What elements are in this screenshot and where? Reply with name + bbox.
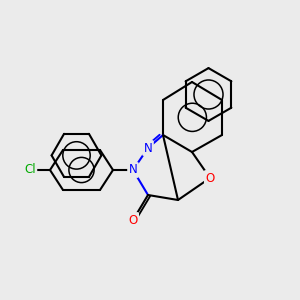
Text: O: O	[206, 172, 214, 184]
Text: N: N	[144, 142, 152, 154]
Text: N: N	[129, 164, 137, 176]
Text: Cl: Cl	[24, 164, 36, 176]
Text: O: O	[128, 214, 138, 226]
